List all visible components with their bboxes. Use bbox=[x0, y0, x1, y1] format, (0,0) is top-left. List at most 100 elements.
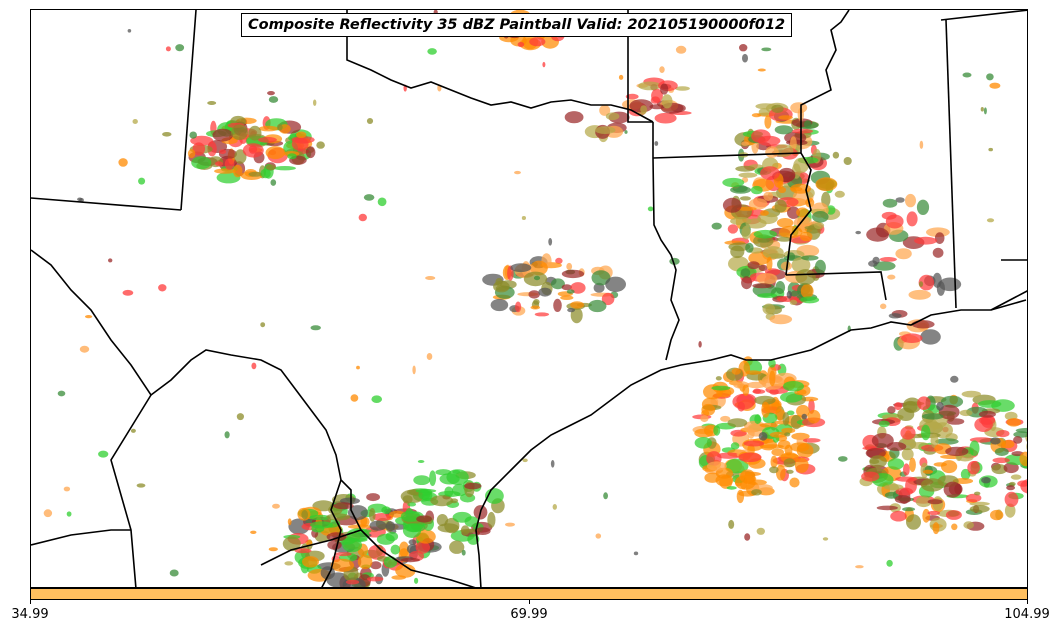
reflectivity-blob bbox=[807, 409, 821, 424]
reflectivity-blob bbox=[834, 190, 845, 198]
reflectivity-blob bbox=[922, 413, 944, 420]
reflectivity-blob bbox=[736, 206, 757, 211]
reflectivity-blob bbox=[660, 83, 669, 95]
reflectivity-blob bbox=[920, 478, 944, 492]
reflectivity-blob bbox=[192, 142, 206, 156]
reflectivity-blob bbox=[932, 522, 940, 535]
reflectivity-blob bbox=[826, 205, 836, 215]
reflectivity-blob bbox=[796, 443, 814, 458]
reflectivity-blob bbox=[521, 216, 526, 220]
reflectivity-blob bbox=[1013, 436, 1023, 444]
reflectivity-blob bbox=[761, 47, 772, 52]
reflectivity-blob bbox=[291, 137, 309, 151]
reflectivity-blob bbox=[357, 554, 373, 570]
reflectivity-blob bbox=[781, 427, 796, 434]
reflectivity-blob bbox=[981, 477, 991, 484]
reflectivity-blob bbox=[744, 533, 751, 541]
reflectivity-blob bbox=[908, 289, 931, 300]
reflectivity-blob bbox=[625, 93, 639, 100]
reflectivity-blob bbox=[368, 544, 387, 560]
reflectivity-blob bbox=[505, 522, 515, 527]
reflectivity-blob bbox=[493, 280, 510, 293]
reflectivity-blob bbox=[838, 456, 848, 462]
reflectivity-blob bbox=[801, 413, 808, 420]
reflectivity-blob bbox=[369, 508, 376, 522]
reflectivity-blob bbox=[994, 447, 1009, 456]
reflectivity-blob bbox=[916, 199, 930, 215]
reflectivity-blob bbox=[310, 521, 333, 529]
reflectivity-blob bbox=[777, 180, 784, 189]
reflectivity-blob bbox=[739, 44, 748, 52]
reflectivity-blob bbox=[232, 164, 243, 178]
reflectivity-blob bbox=[878, 420, 890, 427]
reflectivity-blob bbox=[250, 530, 257, 534]
reflectivity-blob bbox=[983, 107, 987, 115]
reflectivity-blob bbox=[963, 521, 974, 529]
reflectivity-blob bbox=[895, 487, 914, 496]
reflectivity-blob bbox=[294, 548, 312, 554]
reflectivity-blob bbox=[756, 273, 778, 285]
reflectivity-blob bbox=[855, 565, 864, 569]
reflectivity-blob bbox=[920, 329, 941, 345]
al-ga-border bbox=[940, 10, 1027, 21]
reflectivity-blob bbox=[330, 558, 355, 572]
reflectivity-blob bbox=[372, 513, 392, 521]
reflectivity-blob bbox=[887, 406, 896, 414]
reflectivity-blob bbox=[371, 395, 383, 404]
reflectivity-blob bbox=[815, 177, 838, 192]
reflectivity-blob bbox=[136, 483, 146, 488]
reflectivity-blob bbox=[514, 170, 521, 175]
reflectivity-blob bbox=[464, 482, 482, 490]
reflectivity-blob bbox=[790, 415, 802, 430]
reflectivity-blob bbox=[759, 422, 779, 428]
reflectivity-blob bbox=[887, 274, 896, 280]
reflectivity-blob bbox=[236, 413, 244, 421]
reflectivity-blob bbox=[437, 523, 459, 533]
reflectivity-blob bbox=[782, 412, 790, 426]
reflectivity-blob bbox=[661, 94, 673, 109]
reflectivity-blob bbox=[784, 432, 791, 437]
reflectivity-blob bbox=[629, 99, 654, 113]
reflectivity-blob bbox=[302, 556, 319, 568]
reflectivity-blob bbox=[760, 166, 780, 181]
gulf-coast bbox=[475, 299, 1027, 587]
reflectivity-blob bbox=[416, 529, 436, 544]
reflectivity-blob bbox=[866, 227, 889, 242]
reflectivity-blob bbox=[986, 73, 994, 81]
reflectivity-blob bbox=[917, 396, 931, 411]
reflectivity-blob bbox=[796, 215, 812, 229]
la-ms-border bbox=[785, 271, 887, 301]
reflectivity-blob bbox=[725, 458, 749, 474]
reflectivity-blob bbox=[965, 493, 982, 503]
reflectivity-blob bbox=[974, 491, 981, 496]
reflectivity-blob bbox=[474, 527, 491, 535]
reflectivity-blob bbox=[791, 128, 813, 134]
reflectivity-blob bbox=[370, 561, 382, 570]
colorbar-tick-left bbox=[30, 599, 31, 604]
reflectivity-blob bbox=[561, 269, 585, 279]
reflectivity-cells bbox=[43, 10, 1027, 587]
reflectivity-blob bbox=[895, 476, 918, 482]
reflectivity-blob bbox=[595, 533, 602, 539]
reflectivity-blob bbox=[446, 469, 469, 485]
reflectivity-blob bbox=[986, 218, 995, 223]
reflectivity-blob bbox=[756, 527, 765, 535]
reflectivity-blob bbox=[510, 263, 532, 273]
reflectivity-blob bbox=[722, 177, 745, 188]
reflectivity-blob bbox=[550, 278, 565, 290]
reflectivity-blob bbox=[517, 41, 525, 48]
reflectivity-blob bbox=[43, 509, 53, 518]
reflectivity-blob bbox=[934, 232, 945, 245]
reflectivity-blob bbox=[426, 353, 433, 360]
reflectivity-blob bbox=[776, 464, 786, 481]
reflectivity-blob bbox=[927, 510, 941, 516]
reflectivity-blob bbox=[296, 131, 307, 139]
reflectivity-blob bbox=[974, 417, 993, 433]
reflectivity-blob bbox=[745, 370, 762, 375]
reflectivity-blob bbox=[567, 308, 575, 313]
reflectivity-blob bbox=[771, 104, 784, 114]
reflectivity-blob bbox=[941, 460, 958, 474]
reflectivity-blob bbox=[1006, 418, 1022, 427]
reflectivity-blob bbox=[63, 486, 71, 492]
reflectivity-blob bbox=[822, 537, 829, 541]
